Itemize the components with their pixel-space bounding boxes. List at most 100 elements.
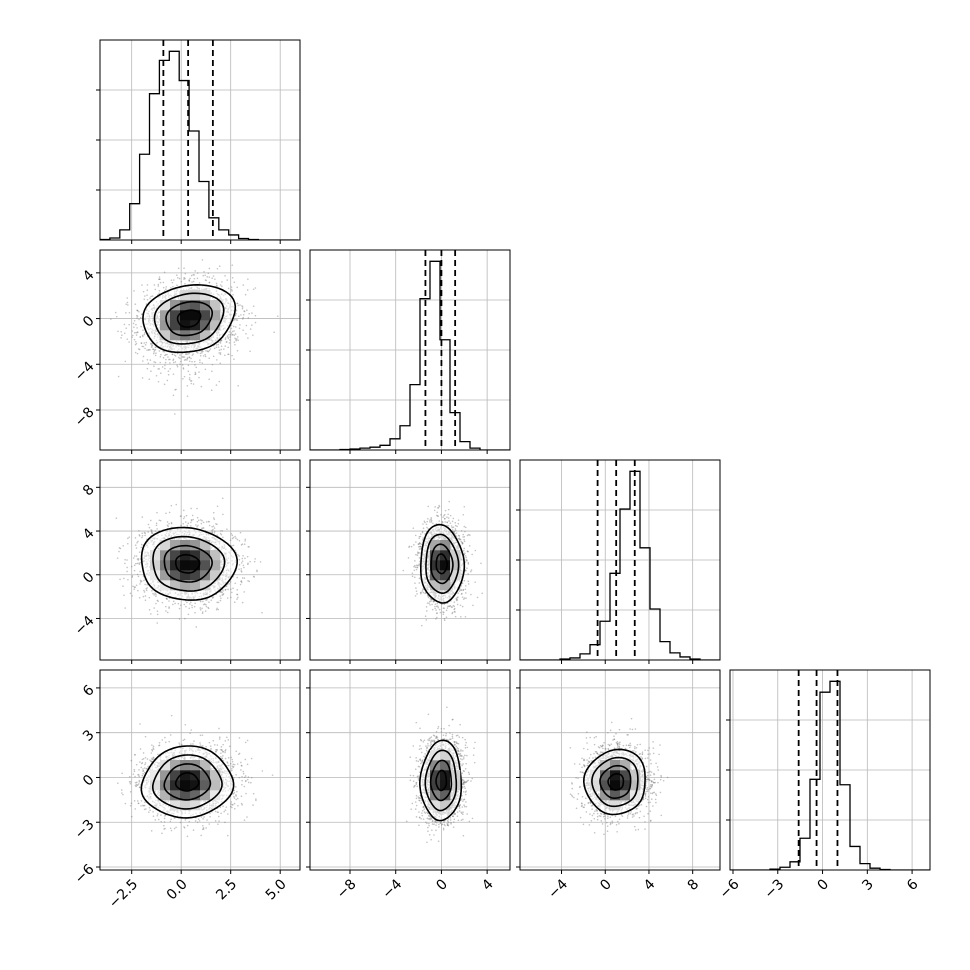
histogram-frame-3 — [729, 669, 931, 871]
sample-point — [232, 319, 235, 322]
sample-point — [158, 278, 160, 281]
sample-point — [212, 596, 215, 598]
sample-point — [245, 333, 247, 335]
histogram-bin-0-10 — [199, 181, 209, 240]
sample-point — [158, 292, 160, 295]
sample-point — [174, 389, 176, 391]
sample-point — [137, 348, 140, 350]
histogram-bin-1-12 — [430, 261, 440, 450]
sample-point — [256, 570, 258, 573]
sample-point — [134, 544, 137, 547]
sample-point — [201, 362, 204, 364]
sample-point — [245, 324, 248, 327]
sample-point — [237, 339, 239, 342]
sample-point — [234, 314, 237, 317]
sample-point — [188, 356, 191, 358]
sample-point — [178, 618, 181, 620]
sample-point — [241, 601, 244, 604]
sample-point — [144, 595, 147, 597]
sample-point — [241, 557, 244, 560]
sample-point — [186, 359, 188, 361]
sample-point — [236, 538, 239, 541]
sample-point — [206, 599, 208, 601]
sample-point — [166, 598, 168, 600]
sample-point — [209, 348, 212, 350]
sample-point — [198, 282, 201, 284]
sample-point — [193, 360, 196, 363]
sample-point — [192, 274, 195, 276]
sample-point — [215, 608, 218, 611]
sample-point — [163, 271, 166, 274]
sample-point — [241, 543, 244, 545]
sample-point — [119, 547, 122, 550]
sample-point — [226, 335, 229, 337]
sample-point — [146, 284, 149, 286]
sample-point — [196, 525, 198, 528]
sample-point — [147, 362, 150, 364]
sample-point — [141, 334, 144, 337]
sample-point — [239, 531, 242, 534]
sample-point — [151, 345, 153, 347]
sample-point — [136, 314, 138, 317]
sample-point — [143, 342, 146, 344]
sample-point — [233, 330, 235, 332]
sample-point — [157, 285, 160, 287]
sample-point — [234, 326, 237, 328]
sample-point — [126, 338, 129, 340]
sample-point — [228, 583, 230, 585]
sample-point — [143, 298, 146, 301]
sample-point — [236, 593, 238, 596]
sample-point — [219, 284, 222, 286]
sample-point — [133, 290, 135, 292]
sample-point — [171, 353, 174, 356]
sample-point — [200, 519, 202, 521]
sample-point — [208, 349, 211, 352]
histogram-frame-2 — [519, 459, 721, 661]
sample-point — [218, 352, 220, 354]
sample-point — [165, 597, 168, 600]
sample-point — [199, 359, 201, 361]
histogram-bin-2-9 — [610, 573, 620, 660]
sample-point — [202, 527, 205, 529]
sample-point — [165, 288, 167, 290]
sample-point — [183, 359, 186, 361]
sample-point — [169, 358, 171, 361]
sample-point — [243, 310, 246, 313]
sample-point — [155, 593, 157, 596]
sample-point — [240, 580, 242, 583]
sample-point — [186, 395, 189, 397]
sample-point — [135, 342, 138, 345]
histogram-panel-3 — [726, 669, 931, 871]
sample-point — [218, 380, 221, 383]
sample-point — [154, 348, 157, 351]
histogram-bin-0-9 — [189, 131, 199, 240]
histogram-frame-1 — [309, 249, 511, 451]
sample-point — [168, 358, 170, 361]
sample-point — [138, 534, 141, 536]
sample-point — [201, 352, 203, 354]
sample-point — [155, 522, 158, 525]
sample-point — [199, 600, 202, 603]
sample-point — [144, 599, 147, 601]
sample-point — [127, 537, 129, 540]
sample-point — [153, 594, 156, 596]
sample-point — [155, 524, 158, 527]
sample-point — [244, 540, 246, 542]
histogram-bin-1-8 — [390, 439, 400, 450]
sample-point — [145, 341, 148, 344]
sample-point — [183, 267, 185, 269]
histogram-bin-1-7 — [380, 445, 390, 450]
sample-point — [213, 527, 216, 529]
sample-point — [211, 370, 213, 372]
sample-point — [141, 536, 143, 539]
sample-point — [188, 360, 191, 363]
sample-point — [158, 368, 161, 370]
sample-point — [254, 287, 257, 289]
sample-point — [134, 351, 137, 354]
sample-point — [232, 587, 234, 590]
histogram-bin-1-10 — [410, 385, 420, 450]
sample-point — [156, 528, 158, 530]
sample-point — [146, 367, 149, 370]
sample-point — [150, 370, 152, 373]
sample-point — [136, 352, 139, 355]
